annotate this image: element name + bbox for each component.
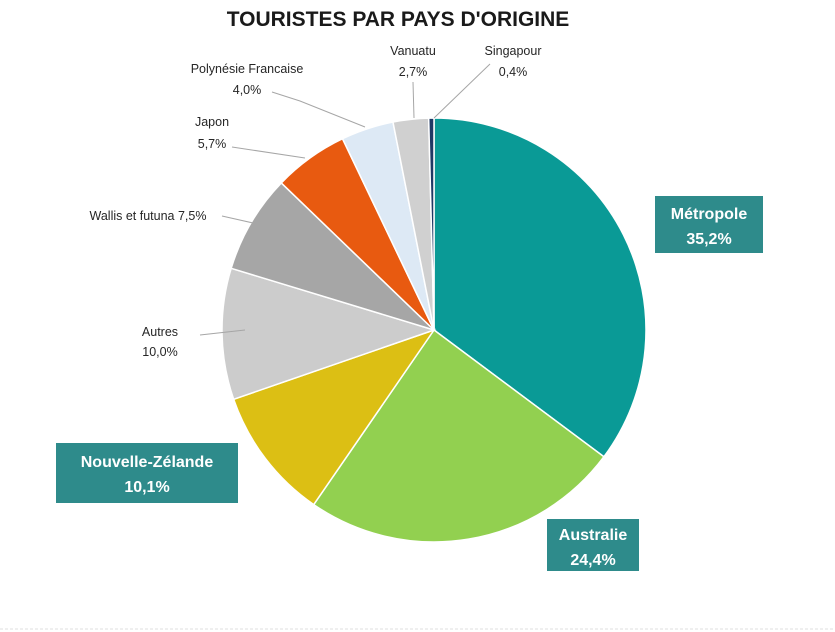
label-box-australie — [547, 519, 639, 571]
leader-lines — [199, 63, 491, 336]
slice-value-nouvelle-zelande: 10,1% — [124, 479, 169, 496]
slice-label-vanuatu: Vanuatu — [390, 44, 436, 58]
slice-labels: Métropole 35,2% Australie 24,4% Nouvelle-Zél… — [56, 44, 763, 571]
slice-label-metropole: Métropole — [671, 206, 748, 223]
slice-label-wallis-et-futuna: Wallis et futuna 7,5% — [90, 209, 207, 223]
chart-title: TOURISTES PAR PAYS D'ORIGINE — [227, 8, 570, 31]
slice-label-japon: Japon — [195, 115, 229, 129]
leader-line-autres — [199, 329, 246, 336]
pie-slice-singapour — [427, 117, 435, 331]
slice-label-nouvelle-zelande: Nouvelle-Zélande — [81, 454, 214, 471]
slice-label-singapour: Singapour — [485, 44, 542, 58]
slice-label-australie: Australie — [559, 527, 628, 544]
leader-line-singapour — [433, 63, 491, 119]
pie-slices — [221, 117, 647, 543]
slice-value-vanuatu: 2,7% — [399, 65, 428, 79]
slice-label-autres: Autres — [142, 325, 178, 339]
slice-value-autres: 10,0% — [142, 345, 177, 359]
leader-line-polynesie-francaise — [271, 91, 366, 128]
slice-label-polynesie-francaise: Polynésie Francaise — [191, 62, 304, 76]
leader-line-japon — [231, 146, 306, 159]
slice-value-australie: 24,4% — [570, 552, 615, 569]
pie-slice-autres — [221, 267, 437, 401]
pie-slice-metropole — [433, 117, 647, 458]
slice-value-singapour: 0,4% — [499, 65, 528, 79]
slice-value-metropole: 35,2% — [686, 231, 731, 248]
pie-slice-australie — [312, 328, 605, 543]
leader-line-wallis-et-futuna — [221, 215, 263, 226]
label-box-nouvelle-zelande — [56, 443, 238, 503]
slice-value-japon: 5,7% — [198, 137, 227, 151]
leader-line-vanuatu — [412, 81, 415, 119]
slice-value-polynesie-francaise: 4,0% — [233, 83, 262, 97]
label-box-metropole — [655, 196, 763, 253]
pie-slice-nouvelle-zelande — [232, 328, 436, 506]
